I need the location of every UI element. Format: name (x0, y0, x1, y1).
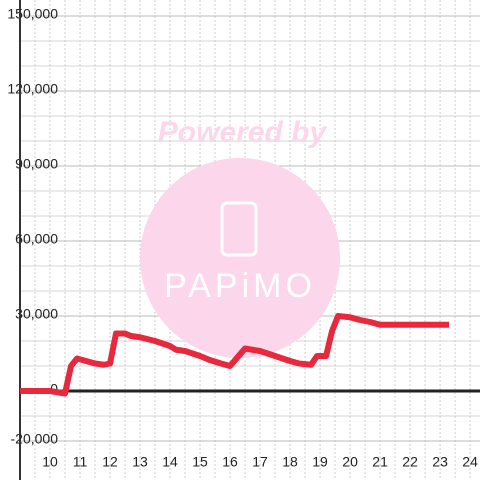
x-tick-label: 17 (252, 454, 268, 470)
x-tick-label: 14 (162, 454, 178, 470)
x-tick-label: 13 (132, 454, 148, 470)
x-tick-label: 15 (192, 454, 208, 470)
watermark-text: Powered by (158, 116, 328, 149)
data-line (20, 313, 450, 397)
x-tick-label: 22 (402, 454, 418, 470)
x-tick-label: 19 (312, 454, 328, 470)
y-tick-label: -20,000 (11, 431, 59, 447)
x-tick-label: 10 (42, 454, 58, 470)
x-tick-label: 18 (282, 454, 298, 470)
y-tick-label: 90,000 (15, 156, 58, 172)
x-tick-label: 20 (342, 454, 358, 470)
x-tick-label: 16 (222, 454, 238, 470)
x-tick-label: 24 (462, 454, 478, 470)
watermark-logo: PAPiMO (164, 267, 316, 305)
x-tick-label: 21 (372, 454, 388, 470)
watermark-icon (220, 201, 258, 257)
y-tick-label: 30,000 (15, 306, 58, 322)
y-tick-label: 120,000 (7, 81, 58, 97)
y-tick-label: 60,000 (15, 231, 58, 247)
y-tick-label: 150,000 (7, 6, 58, 22)
x-tick-label: 12 (102, 454, 118, 470)
x-tick-label: 23 (432, 454, 448, 470)
x-tick-label: 11 (73, 454, 88, 470)
watermark-circle (140, 158, 340, 358)
